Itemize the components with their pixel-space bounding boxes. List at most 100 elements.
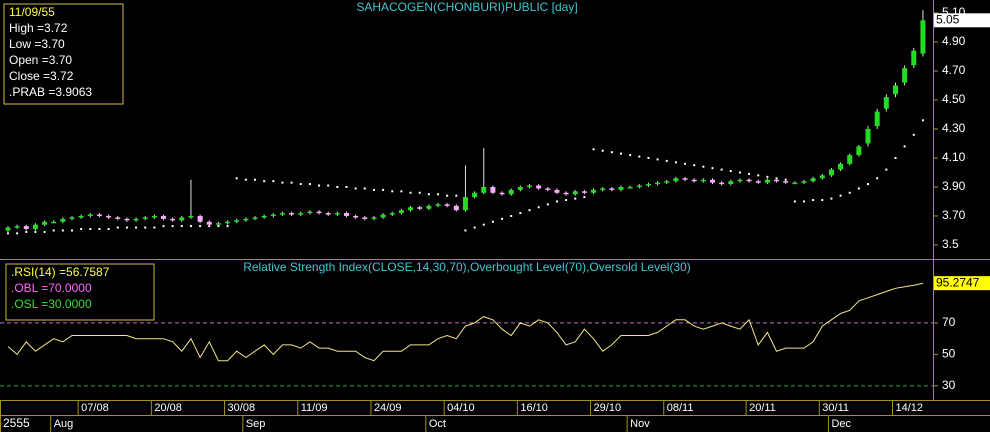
candle-body <box>206 221 212 225</box>
prab-dot <box>848 191 851 194</box>
prab-dot <box>43 230 46 233</box>
candle-body <box>124 218 130 221</box>
prab-dot <box>555 200 558 203</box>
info-line: .RSI(14) =56.7587 <box>11 265 110 279</box>
prab-dot <box>894 156 897 159</box>
prab-dot <box>537 206 540 209</box>
month-label: Aug <box>54 418 74 430</box>
candle-body <box>920 20 926 54</box>
prab-dot <box>400 190 403 193</box>
prab-dot <box>684 162 687 165</box>
prab-dot <box>244 178 247 181</box>
prab-dot <box>592 148 595 151</box>
candle-body <box>353 215 359 218</box>
candle-body <box>838 163 844 170</box>
candle-body <box>481 186 487 193</box>
candle-body <box>78 215 84 218</box>
candle-body <box>215 223 221 225</box>
x-tick-label: 08/11 <box>667 402 694 414</box>
prab-dot <box>491 220 494 223</box>
x-tick-label: 30/11 <box>822 402 849 414</box>
candle-body <box>325 213 331 215</box>
prab-dot <box>464 229 467 232</box>
candle-body <box>563 192 569 195</box>
prab-dot <box>921 119 924 122</box>
prab-dot <box>199 225 202 228</box>
last-value-label: 5.05 <box>936 12 960 26</box>
candle-body <box>389 213 395 215</box>
month-label: Nov <box>630 418 650 430</box>
prab-dot <box>528 209 531 212</box>
candle-body <box>453 205 459 211</box>
prab-dot <box>748 172 751 175</box>
last-value-bg <box>934 13 990 28</box>
prab-dot <box>821 199 824 202</box>
prab-dot <box>116 226 119 229</box>
prab-dot <box>318 184 321 187</box>
info-line: .OSL =30.0000 <box>11 297 92 311</box>
candle-body <box>106 215 112 218</box>
candle-body <box>636 185 642 188</box>
candle-body <box>902 68 908 83</box>
prab-dot <box>336 185 339 188</box>
prab-dot <box>546 203 549 206</box>
prab-dot <box>729 170 732 173</box>
candle-body <box>316 211 322 214</box>
candle-body <box>69 217 75 219</box>
info-box: .RSI(14) =56.7587 .OBL =70.0000 .OSL =30.0… <box>5 263 155 321</box>
prab-dot <box>720 168 723 171</box>
prab-dot <box>299 183 302 186</box>
candle-body <box>96 214 102 217</box>
candle-body <box>472 192 478 198</box>
candle-body <box>14 226 20 228</box>
y-tick-label: 3.70 <box>942 208 966 222</box>
prab-dot <box>574 197 577 200</box>
prab-dot <box>153 226 156 229</box>
candle-body <box>42 221 48 225</box>
prab-dot <box>80 228 83 231</box>
prab-dot <box>71 229 74 232</box>
prab-dot <box>16 232 19 235</box>
candle-body <box>874 111 880 127</box>
prab-dot <box>565 199 568 202</box>
info-line: High =3.72 <box>9 21 68 35</box>
candle-body <box>783 181 789 183</box>
info-line: 11/09/55 <box>9 5 55 19</box>
y-tick-label: 3.5 <box>942 237 959 251</box>
year-label: 2555 <box>3 416 30 430</box>
candle-body <box>398 210 404 214</box>
prab-dot <box>757 174 760 177</box>
info-line: Close =3.72 <box>9 69 74 83</box>
prab-dot <box>418 191 421 194</box>
prab-dot <box>903 145 906 148</box>
candle-body <box>554 189 560 193</box>
prab-dot <box>135 226 138 229</box>
candle-body <box>892 85 898 95</box>
prab-dot <box>473 226 476 229</box>
prab-dot <box>61 229 64 232</box>
candle-body <box>261 215 267 218</box>
candle-body <box>645 184 651 186</box>
prab-dot <box>327 184 330 187</box>
info-line: .OBL =70.0000 <box>11 281 92 295</box>
prab-dot <box>180 225 183 228</box>
candle-body <box>289 213 295 215</box>
prab-dot <box>354 187 357 190</box>
prab-dot <box>34 230 37 233</box>
prab-dot <box>409 191 412 194</box>
prab-dot <box>867 183 870 186</box>
y-tick-label: 4.50 <box>942 92 966 106</box>
candle-body <box>609 188 615 190</box>
candle-body <box>600 188 606 190</box>
candle-body <box>508 189 514 195</box>
last-value-bg <box>934 276 990 291</box>
chart-title: SAHACOGEN(CHONBURI)PUBLIC [day] <box>356 0 577 14</box>
candle-body <box>417 207 423 209</box>
y-tick-label: 4.30 <box>942 121 966 135</box>
candle-body <box>774 179 780 182</box>
candle-body <box>225 221 231 224</box>
prab-dot <box>272 180 275 183</box>
x-tick-label: 30/08 <box>228 402 256 414</box>
prab-dot <box>263 180 266 183</box>
